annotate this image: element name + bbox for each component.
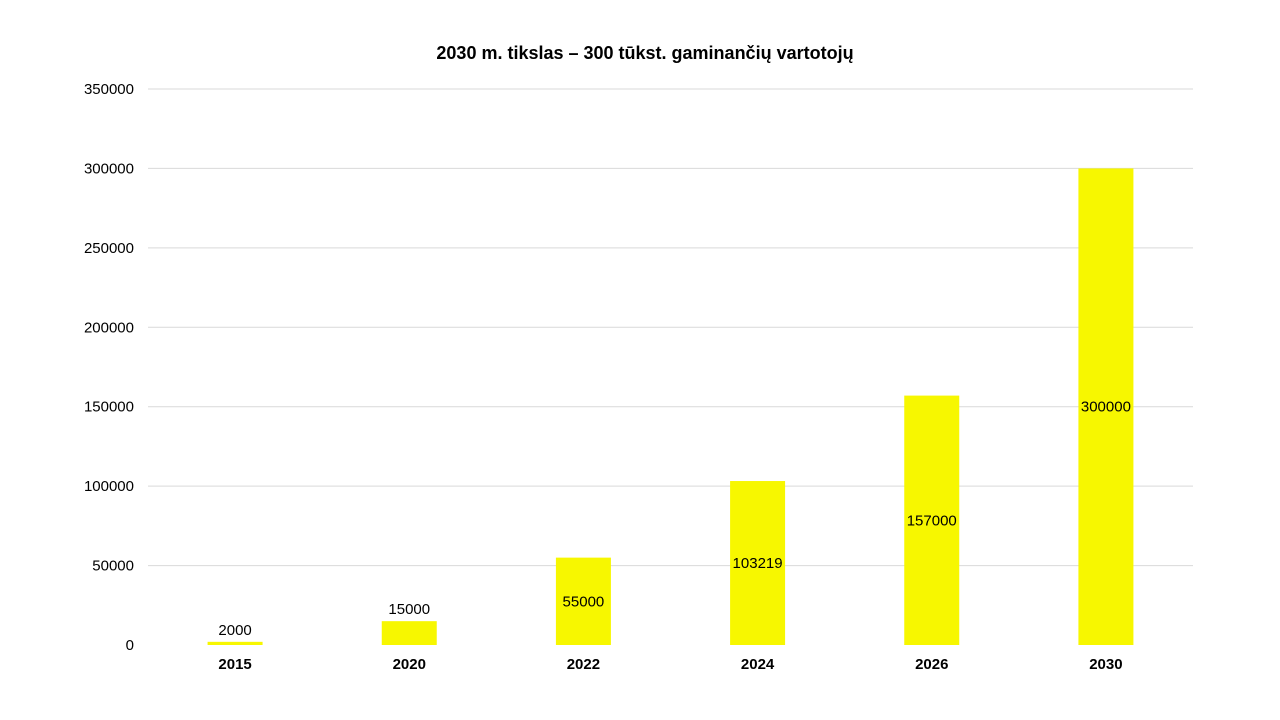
data-label: 55000 [563, 593, 605, 610]
bar-2024 [730, 481, 786, 645]
y-tick-label: 350000 [84, 81, 134, 98]
bar-2015 [207, 641, 263, 645]
bar-2026 [904, 395, 960, 645]
chart-title: 2030 m. tikslas – 300 tūkst. gaminančių … [436, 43, 853, 63]
bar-2020 [381, 621, 437, 645]
y-axis-tick-labels: 0 50000 100000 150000 200000 250000 300000 3500… [84, 81, 134, 654]
y-tick-label: 100000 [84, 478, 134, 495]
bars [207, 168, 1134, 645]
data-label: 300000 [1081, 399, 1131, 416]
x-tick-label: 2015 [218, 656, 251, 673]
x-tick-label: 2030 [1089, 656, 1122, 673]
y-tick-label: 0 [126, 637, 134, 654]
data-label: 157000 [907, 512, 957, 529]
y-tick-label: 300000 [84, 160, 134, 177]
y-tick-label: 50000 [92, 558, 134, 575]
data-labels: 2000 15000 55000 103219 157000 300000 [218, 399, 1131, 639]
y-tick-label: 150000 [84, 399, 134, 416]
y-tick-label: 200000 [84, 319, 134, 336]
x-axis-tick-labels: 2015 2020 2022 2024 2026 2030 [218, 656, 1122, 673]
x-tick-label: 2020 [393, 656, 426, 673]
x-tick-label: 2024 [741, 656, 775, 673]
gridlines [148, 88, 1193, 567]
y-tick-label: 250000 [84, 240, 134, 257]
x-tick-label: 2026 [915, 656, 948, 673]
x-tick-label: 2022 [567, 656, 600, 673]
data-label: 103219 [733, 555, 783, 572]
data-label: 15000 [388, 601, 430, 618]
bar-2030 [1078, 168, 1134, 645]
data-label: 2000 [218, 622, 251, 639]
bar-2022 [555, 557, 611, 645]
